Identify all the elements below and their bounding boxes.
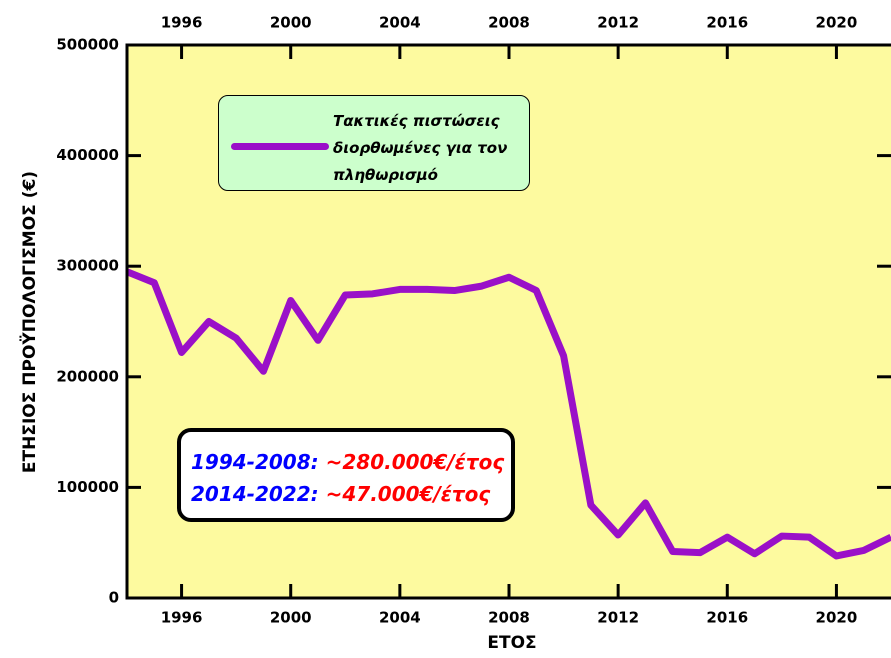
x-tick-label-top: 2020 xyxy=(816,14,858,32)
annotation-period: 2014-2022: xyxy=(191,482,319,506)
x-tick-label: 2000 xyxy=(270,609,312,627)
y-tick-label: 400000 xyxy=(56,146,119,164)
legend: Τακτικές πιστώσεις διορθωμένες για τον π… xyxy=(218,95,530,191)
legend-swatch xyxy=(231,143,329,150)
y-tick-label: 100000 xyxy=(56,478,119,496)
y-tick-label: 200000 xyxy=(56,367,119,385)
annotation-line: 2014-2022: ~47.000€/έτος xyxy=(191,478,511,510)
data-line xyxy=(127,268,891,560)
x-tick-label: 2020 xyxy=(816,609,858,627)
x-tick-label: 2012 xyxy=(597,609,639,627)
annotation-amount: ~280.000€/έτος xyxy=(325,450,505,474)
annotation-period: 1994-2008: xyxy=(191,450,319,474)
x-tick-label-top: 2000 xyxy=(270,14,312,32)
x-tick-label-top: 2012 xyxy=(597,14,639,32)
x-tick-label: 1996 xyxy=(161,609,203,627)
x-tick-label-top: 1996 xyxy=(161,14,203,32)
y-tick-label: 300000 xyxy=(56,257,119,275)
x-tick-label: 2004 xyxy=(379,609,421,627)
annotation-line: 1994-2008: ~280.000€/έτος xyxy=(191,446,511,478)
x-tick-label: 2008 xyxy=(488,609,530,627)
plot-frame xyxy=(125,43,891,600)
annotation-box: 1994-2008: ~280.000€/έτος 2014-2022: ~47.… xyxy=(177,428,515,522)
x-tick-label-top: 2016 xyxy=(706,14,748,32)
y-tick-label: 500000 xyxy=(56,36,119,54)
x-axis-label: ΕΤΟΣ xyxy=(487,633,536,653)
y-axis-label: ΕΤΗΣΙΟΣ ΠΡΟΫΠΟΛΟΓΙΣΜΟΣ (€) xyxy=(18,171,40,473)
x-tick-label: 2016 xyxy=(706,609,748,627)
x-tick-label-top: 2004 xyxy=(379,14,421,32)
legend-label: Τακτικές πιστώσεις διορθωμένες για τον π… xyxy=(333,112,508,184)
annotation-amount: ~47.000€/έτος xyxy=(325,482,491,506)
y-tick-label: 0 xyxy=(109,589,119,607)
x-tick-label-top: 2008 xyxy=(488,14,530,32)
